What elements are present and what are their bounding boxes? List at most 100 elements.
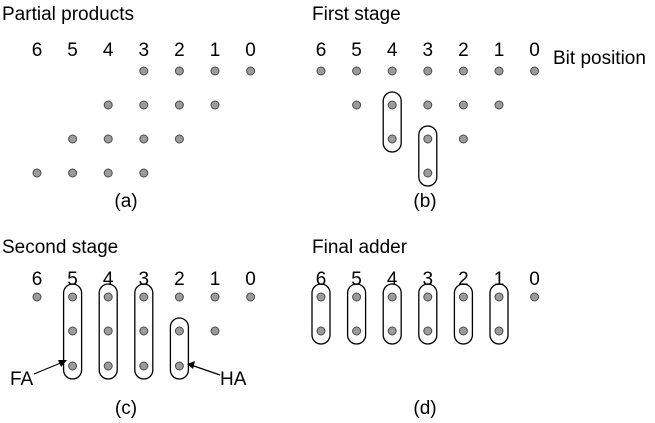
- panel-b-dot: [494, 66, 504, 76]
- panel-a-bit-number: 2: [174, 40, 185, 61]
- panel-b-bit-number: 5: [351, 40, 362, 61]
- panel-a-dot: [139, 134, 149, 144]
- panel-b-dot: [458, 100, 468, 110]
- panel-c-dot: [174, 292, 184, 302]
- panel-c-title: Second stage: [2, 237, 118, 258]
- panel-c-dot: [139, 292, 149, 302]
- half-adder-label: HA: [220, 369, 247, 390]
- panel-d-bit-number: 5: [351, 269, 362, 290]
- panel-b-dot: [423, 168, 433, 178]
- panel-a-dot: [139, 66, 149, 76]
- panel-d-dot: [387, 326, 397, 336]
- panel-a-dot: [139, 168, 149, 178]
- panel-b-caption: (b): [413, 191, 436, 212]
- panel-b-dot: [316, 66, 326, 76]
- panel-b-dot: [423, 66, 433, 76]
- panel-b-bit-number: 6: [316, 40, 327, 61]
- panel-d-adder-group: [311, 283, 331, 345]
- panel-a-dot: [174, 66, 184, 76]
- full-adder-arrow: [33, 360, 67, 375]
- panel-d-adder-group: [346, 283, 367, 345]
- panel-c-dot: [68, 292, 78, 302]
- diagram-content: 6 5 4 3 2 1 0 6 5 4 3 2 1 0 6 5 4 3 2 1 0 6 5 4 3 2 1 0: [32, 40, 540, 380]
- panel-b-bit-number: 1: [494, 40, 505, 61]
- panel-c-adder-group: [98, 283, 118, 380]
- panel-c-caption: (c): [115, 398, 137, 419]
- panel-b-dot: [387, 100, 397, 110]
- panel-a-bit-number: 6: [32, 40, 43, 61]
- panel-d-dot: [387, 292, 397, 302]
- panel-b-dot: [423, 100, 433, 110]
- panel-d-dot: [494, 326, 504, 336]
- panel-c-dot: [103, 326, 113, 336]
- panel-d-dot: [423, 326, 433, 336]
- panel-a-dot: [103, 100, 113, 110]
- panel-b-bit-number: 4: [387, 40, 398, 61]
- panel-c-adder-group: [62, 283, 83, 380]
- panel-c-dot: [174, 361, 184, 371]
- panel-c-adder-group: [134, 283, 154, 380]
- half-adder-arrow: [187, 361, 221, 376]
- panel-a-bit-number: 4: [103, 40, 114, 61]
- panel-a-bit-number: 0: [245, 40, 256, 61]
- panel-c-adder-group: [169, 317, 190, 380]
- panel-d-bit-number: 0: [529, 269, 540, 290]
- panel-d-bit-number: 2: [458, 269, 469, 290]
- panel-a-dot: [210, 100, 220, 110]
- panel-c-dot: [139, 361, 149, 371]
- panel-c-bit-number: 6: [32, 269, 43, 290]
- panel-c-dot: [32, 292, 42, 302]
- panel-c-dot: [68, 361, 78, 371]
- panel-b-adder-group: [418, 125, 438, 187]
- full-adder-label: FA: [10, 369, 34, 390]
- panel-c-bit-number: 3: [139, 269, 150, 290]
- panel-c-bit-number: 5: [67, 269, 78, 290]
- panel-a-dot: [139, 100, 149, 110]
- panel-b-adder-group: [382, 91, 402, 153]
- panel-d-caption: (d): [413, 398, 436, 419]
- bit-position-label: Bit position: [553, 48, 646, 69]
- panel-c-dot: [246, 292, 256, 302]
- panel-c-dot: [103, 292, 113, 302]
- panel-a-dot: [103, 134, 113, 144]
- panel-d-dot: [352, 326, 362, 336]
- panel-a-dot: [246, 66, 256, 76]
- panel-c-bit-number: 0: [245, 269, 256, 290]
- panel-a-dot: [174, 100, 184, 110]
- panel-a-dot: [210, 66, 220, 76]
- panel-d-dot: [316, 292, 326, 302]
- panel-d-dot: [316, 326, 326, 336]
- panel-a-bit-number: 3: [139, 40, 150, 61]
- panel-d-dot: [458, 292, 468, 302]
- panel-a-bit-number: 1: [210, 40, 221, 61]
- panel-c-dot: [210, 326, 220, 336]
- panel-a-title: Partial products: [2, 4, 134, 25]
- panel-d-dot: [352, 292, 362, 302]
- panel-d-bit-number: 4: [387, 269, 398, 290]
- panel-d-bit-number: 1: [494, 269, 505, 290]
- panel-b-dot: [352, 100, 362, 110]
- panel-d-dot: [458, 326, 468, 336]
- panel-c-bit-number: 1: [210, 269, 221, 290]
- panel-d-adder-group: [453, 283, 474, 345]
- panel-b-dot: [458, 66, 468, 76]
- panel-b-bit-number: 3: [423, 40, 434, 61]
- panel-a-dot: [174, 134, 184, 144]
- panel-c-dot: [174, 326, 184, 336]
- panel-d-adder-group: [489, 283, 509, 345]
- panel-d-dot: [423, 292, 433, 302]
- panel-c-dot: [68, 326, 78, 336]
- panel-c-dot: [210, 292, 220, 302]
- panel-d-dot: [530, 292, 540, 302]
- panel-a-dot: [103, 168, 113, 178]
- panel-c-dot: [139, 326, 149, 336]
- panel-b-bit-number: 0: [529, 40, 540, 61]
- panel-b-bit-number: 2: [458, 40, 469, 61]
- panel-a-dot: [68, 168, 78, 178]
- panel-b-dot: [387, 66, 397, 76]
- panel-d-bit-number: 3: [423, 269, 434, 290]
- panel-a-bit-number: 5: [67, 40, 78, 61]
- panel-d-dot: [494, 292, 504, 302]
- panel-c-bit-number: 2: [174, 269, 185, 290]
